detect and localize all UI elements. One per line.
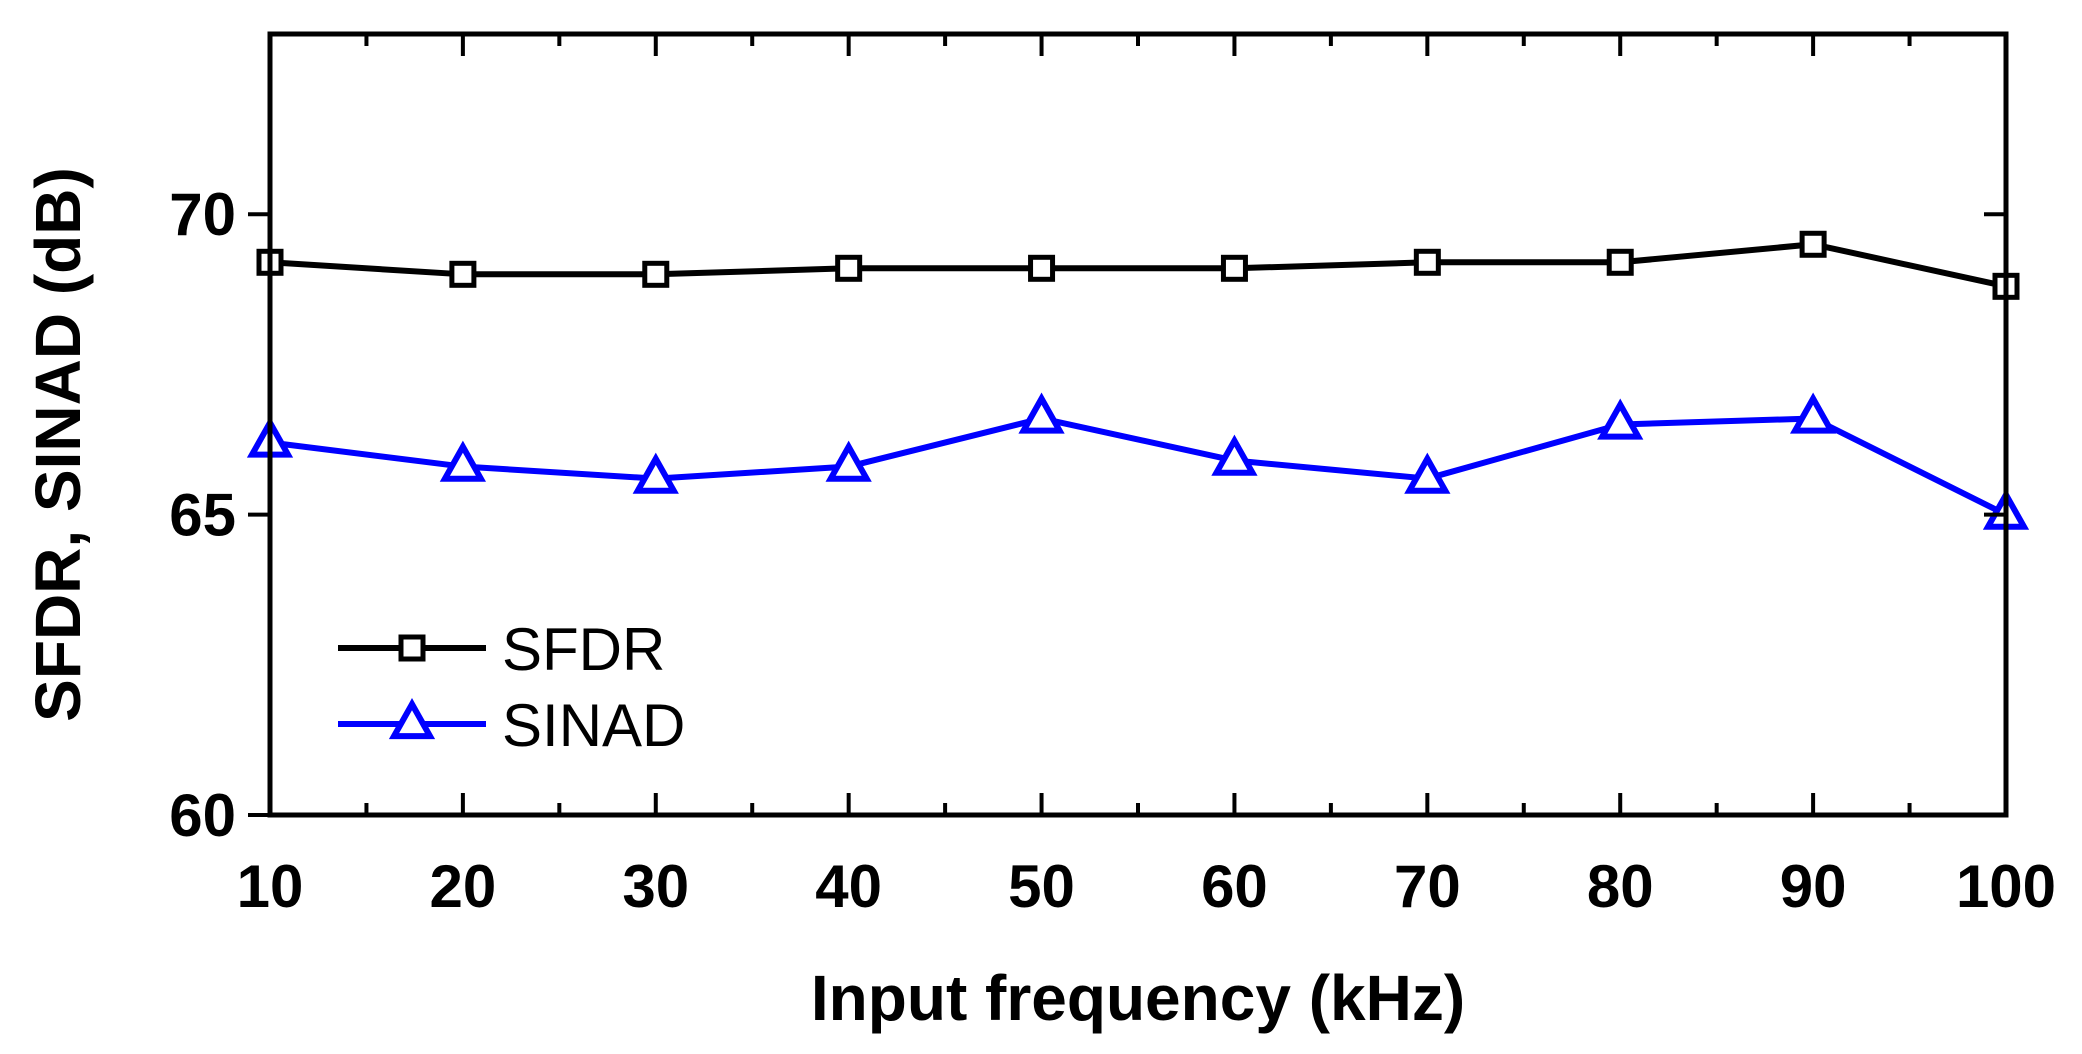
x-tick-label: 90 [1780, 853, 1847, 920]
data-point-sinad [1789, 392, 1837, 434]
data-point-sfdr [1413, 248, 1441, 276]
x-tick-label: 20 [430, 853, 497, 920]
data-point-sinad [1404, 452, 1451, 494]
x-tick-label: 30 [622, 853, 689, 920]
x-axis-title: Input frequency (kHz) [811, 962, 1465, 1034]
data-point-sfdr [642, 260, 670, 288]
y-tick-label: 70 [169, 181, 236, 248]
legend-marker-shape [398, 634, 426, 662]
x-tick-label: 80 [1587, 853, 1654, 920]
data-point-sfdr [1606, 248, 1634, 276]
legend-item-sfdr: SFDR [338, 616, 665, 683]
y-tick-label: 65 [169, 482, 236, 549]
y-tick-label: 60 [169, 782, 236, 849]
legend-label-sfdr: SFDR [502, 616, 665, 683]
data-point-sinad [1211, 434, 1258, 476]
x-tick-label: 70 [1394, 853, 1461, 920]
data-point-sinad [439, 440, 487, 482]
x-tick-label: 10 [237, 853, 304, 920]
series-line-sfdr [269, 241, 2007, 290]
y-axis-title: SFDR, SINAD (dB) [22, 167, 94, 722]
data-point-sfdr [1799, 230, 1827, 258]
data-point-sfdr [1220, 254, 1248, 282]
legend-marker-sfdr [398, 634, 426, 662]
data-point-sfdr [1028, 254, 1056, 282]
data-point-sinad [825, 440, 872, 482]
x-tick-label: 60 [1201, 853, 1268, 920]
data-point-sinad [1018, 392, 1065, 434]
series-sinad [246, 392, 2030, 530]
series-line-sinad [269, 415, 2008, 518]
data-point-sinad [1597, 398, 1644, 440]
x-tick-label: 100 [1956, 853, 2056, 920]
x-tick-label: 40 [815, 853, 882, 920]
data-point-sfdr [835, 254, 863, 282]
x-tick-label: 50 [1008, 853, 1075, 920]
legend-item-sinad: SINAD [338, 692, 685, 759]
ticks-layer: 10 20 30 40 50 60 70 80 90 100 60 65 70 [169, 34, 2056, 920]
data-point-sinad [632, 452, 679, 494]
series-sfdr [256, 230, 2020, 300]
legend-marker-sinad [388, 698, 436, 740]
data-point-sfdr [449, 260, 477, 288]
legend: SFDR SINAD [338, 616, 685, 759]
marks-layer [246, 230, 2030, 530]
legend-marker-shape [388, 698, 436, 740]
legend-label-sinad: SINAD [502, 692, 685, 759]
